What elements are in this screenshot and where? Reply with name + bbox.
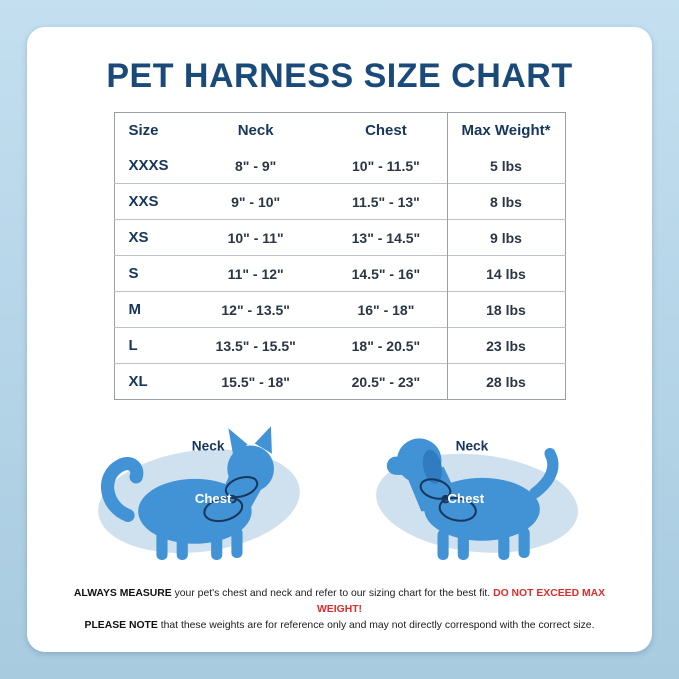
dog-chest-label: Chest	[448, 491, 485, 506]
weight-cell: 28 lbs	[446, 363, 565, 400]
cat-illustration: Neck Chest	[97, 426, 300, 560]
page-title: PET HARNESS SIZE CHART	[106, 57, 573, 95]
size-chart-card: PET HARNESS SIZE CHART Size Neck Chest M…	[27, 27, 652, 652]
dog-illustration: Neck Chest	[376, 438, 579, 560]
size-cell: XS	[128, 229, 149, 246]
chest-cell: 16" - 18"	[357, 301, 415, 318]
table-row: M 12" - 13.5" 16" - 18" 18 lbs	[114, 291, 565, 328]
chest-cell: 13" - 14.5"	[351, 229, 421, 246]
weight-cell: 23 lbs	[446, 327, 565, 364]
chest-cell: 20.5" - 23"	[351, 373, 421, 390]
header-max-weight: Max Weight*	[446, 112, 565, 148]
size-cell: XXS	[128, 193, 159, 210]
measurement-illustrations: Neck Chest	[55, 410, 624, 562]
weight-cell: 18 lbs	[446, 291, 565, 328]
dog-harness	[419, 478, 478, 522]
size-cell: M	[128, 301, 142, 318]
table-row: L 13.5" - 15.5" 18" - 20.5" 23 lbs	[114, 327, 565, 364]
table-header-row: Size Neck Chest Max Weight*	[114, 112, 565, 148]
neck-cell: 10" - 11"	[227, 229, 284, 246]
size-cell: L	[128, 337, 138, 354]
cat-neck-label: Neck	[191, 439, 224, 454]
header-size: Size	[128, 122, 159, 139]
dog-ear	[423, 449, 443, 484]
neck-cell: 13.5" - 15.5"	[215, 337, 296, 354]
neck-cell: 12" - 13.5"	[221, 301, 290, 318]
cat-chest-label: Chest	[195, 491, 232, 506]
footer-text-1: your pet's chest and neck and refer to o…	[171, 587, 494, 599]
chest-cell: 14.5" - 16"	[351, 265, 421, 282]
weight-cell: 8 lbs	[446, 183, 565, 220]
neck-cell: 9" - 10"	[231, 193, 281, 210]
neck-cell: 8" - 9"	[235, 157, 277, 174]
weight-cell: 9 lbs	[446, 219, 565, 256]
table-row: XS 10" - 11" 13" - 14.5" 9 lbs	[114, 219, 565, 256]
dog-legs	[437, 527, 531, 560]
table-row: XL 15.5" - 18" 20.5" - 23" 28 lbs	[114, 363, 565, 400]
weight-cell: 14 lbs	[446, 255, 565, 292]
neck-cell: 15.5" - 18"	[221, 373, 290, 390]
cat-head	[226, 445, 274, 493]
table-row: XXS 9" - 10" 11.5" - 13" 8 lbs	[114, 183, 565, 220]
footer-text-2: that these weights are for reference onl…	[157, 619, 595, 631]
neck-cell: 11" - 12"	[227, 265, 284, 282]
footer-warning: DO NOT EXCEED MAX WEIGHT!	[316, 587, 606, 615]
chest-cell: 11.5" - 13"	[352, 193, 420, 210]
cat-ear-left	[228, 428, 248, 457]
header-chest: Chest	[365, 122, 407, 139]
dog-tail	[529, 448, 559, 499]
weight-cell: 5 lbs	[446, 148, 565, 184]
dog-snout	[387, 456, 424, 475]
size-table: Size Neck Chest Max Weight* XXXS 8" - 9"…	[113, 112, 566, 400]
footer-note: ALWAYS MEASURE your pet's chest and neck…	[55, 582, 624, 638]
size-cell: S	[128, 265, 139, 282]
cat-ear-right	[254, 426, 272, 454]
chest-cell: 18" - 20.5"	[351, 337, 421, 354]
footer-always-measure: ALWAYS MEASURE	[73, 587, 172, 599]
header-neck: Neck	[237, 122, 274, 139]
table-row: S 11" - 12" 14.5" - 16" 14 lbs	[114, 255, 565, 292]
footer-please-note: PLEASE NOTE	[84, 619, 158, 631]
table-row: XXXS 8" - 9" 10" - 11.5" 5 lbs	[114, 148, 565, 184]
size-cell: XXXS	[128, 157, 169, 174]
chest-cell: 10" - 11.5"	[352, 157, 420, 174]
cat-tail	[100, 457, 143, 522]
size-cell: XL	[128, 373, 148, 390]
dog-neck-label: Neck	[456, 439, 489, 454]
cat-harness	[203, 475, 258, 523]
